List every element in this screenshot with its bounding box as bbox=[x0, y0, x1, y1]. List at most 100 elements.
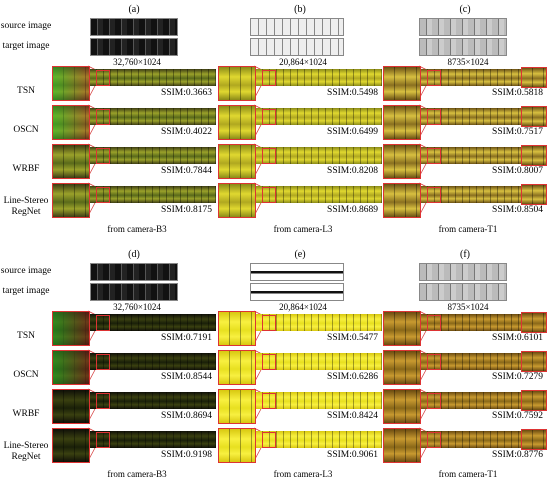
zoom-crop bbox=[218, 66, 256, 101]
zoom-crop bbox=[383, 144, 421, 179]
ssim-score: SSIM:0.7592 bbox=[492, 411, 543, 421]
zoom-crop bbox=[218, 105, 256, 140]
camera-caption: from camera-T1 bbox=[438, 469, 498, 479]
registered-strip bbox=[90, 69, 216, 86]
source-image-thumbnail bbox=[90, 263, 178, 281]
row-label-method: TSN bbox=[17, 331, 35, 341]
zoom-crop bbox=[52, 311, 90, 346]
registered-strip bbox=[256, 431, 382, 448]
source-image-thumbnail bbox=[250, 263, 344, 281]
image-dimensions: 32,760×1024 bbox=[113, 57, 161, 67]
panel-letter: (c) bbox=[459, 4, 471, 15]
zoom-crop bbox=[383, 183, 421, 218]
registered-strip bbox=[90, 108, 216, 125]
registered-strip bbox=[256, 69, 382, 86]
ssim-score: SSIM:0.3663 bbox=[161, 88, 212, 98]
region-marker bbox=[96, 70, 110, 86]
region-marker bbox=[262, 148, 276, 164]
row-label-method: OSCN bbox=[13, 370, 39, 380]
region-marker bbox=[427, 393, 441, 409]
source-image-thumbnail bbox=[419, 263, 507, 281]
camera-caption: from camera-B3 bbox=[107, 224, 167, 234]
zoom-crop bbox=[218, 428, 256, 463]
ssim-score: SSIM:0.6499 bbox=[327, 127, 378, 137]
zoom-crop bbox=[383, 350, 421, 385]
region-marker bbox=[262, 393, 276, 409]
registered-strip bbox=[256, 108, 382, 125]
panel-letter: (a) bbox=[128, 4, 140, 15]
region-marker bbox=[427, 432, 441, 448]
zoom-crop bbox=[383, 105, 421, 140]
zoom-crop bbox=[52, 144, 90, 179]
row-label-method: Line-Stereo bbox=[3, 441, 49, 451]
region-marker bbox=[96, 432, 110, 448]
ssim-score: SSIM:0.7844 bbox=[161, 166, 212, 176]
zoom-crop bbox=[521, 390, 547, 411]
region-marker bbox=[262, 354, 276, 370]
registered-strip bbox=[421, 147, 547, 164]
target-image-thumbnail bbox=[90, 38, 178, 56]
source-image-thumbnail bbox=[250, 18, 344, 36]
zoom-crop bbox=[52, 105, 90, 140]
zoom-crop bbox=[52, 350, 90, 385]
registered-strip bbox=[421, 431, 547, 448]
region-marker bbox=[262, 432, 276, 448]
zoom-crop bbox=[52, 183, 90, 218]
ssim-score: SSIM:0.9198 bbox=[161, 450, 212, 460]
zoom-crop bbox=[218, 311, 256, 346]
ssim-score: SSIM:0.9061 bbox=[327, 450, 378, 460]
target-image-thumbnail bbox=[419, 38, 507, 56]
row-label-method: WRBF bbox=[12, 164, 40, 174]
ssim-score: SSIM:0.7279 bbox=[492, 372, 543, 382]
registered-strip bbox=[90, 186, 216, 203]
zoom-crop bbox=[218, 350, 256, 385]
ssim-score: SSIM:0.5498 bbox=[327, 88, 378, 98]
ssim-score: SSIM:0.8208 bbox=[327, 166, 378, 176]
image-dimensions: 32,760×1024 bbox=[113, 302, 161, 312]
zoom-crop bbox=[383, 311, 421, 346]
region-marker bbox=[262, 187, 276, 203]
panel-letter: (f) bbox=[460, 249, 470, 260]
registered-strip bbox=[421, 314, 547, 331]
zoom-crop bbox=[521, 145, 547, 166]
target-image-thumbnail bbox=[90, 283, 178, 301]
region-marker bbox=[96, 148, 110, 164]
zoom-crop bbox=[218, 144, 256, 179]
ssim-score: SSIM:0.7191 bbox=[161, 333, 212, 343]
panel-letter: (e) bbox=[294, 249, 306, 260]
panel-letter: (b) bbox=[294, 4, 306, 15]
region-marker bbox=[427, 315, 441, 331]
registered-strip bbox=[90, 147, 216, 164]
registered-strip bbox=[421, 353, 547, 370]
region-marker bbox=[96, 187, 110, 203]
row-label-method: OSCN bbox=[13, 125, 39, 135]
region-marker bbox=[427, 187, 441, 203]
registered-strip bbox=[256, 392, 382, 409]
row-label-target: target image bbox=[2, 286, 50, 296]
ssim-score: SSIM:0.8424 bbox=[327, 411, 378, 421]
ssim-score: SSIM:0.5477 bbox=[327, 333, 378, 343]
camera-caption: from camera-L3 bbox=[273, 469, 333, 479]
zoom-crop bbox=[383, 66, 421, 101]
registered-strip bbox=[256, 186, 382, 203]
registered-strip bbox=[256, 147, 382, 164]
panel-letter: (d) bbox=[128, 249, 140, 260]
row-label-method: RegNet bbox=[11, 207, 41, 217]
image-dimensions: 8735×1024 bbox=[447, 57, 489, 67]
ssim-score: SSIM:0.6286 bbox=[327, 372, 378, 382]
source-image-thumbnail bbox=[419, 18, 507, 36]
ssim-score: SSIM:0.6101 bbox=[492, 333, 543, 343]
zoom-crop bbox=[383, 389, 421, 424]
ssim-score: SSIM:0.8007 bbox=[492, 166, 543, 176]
ssim-score: SSIM:0.7517 bbox=[492, 127, 543, 137]
region-marker bbox=[96, 315, 110, 331]
image-dimensions: 20,864×1024 bbox=[279, 57, 327, 67]
zoom-crop bbox=[52, 428, 90, 463]
zoom-crop bbox=[218, 389, 256, 424]
camera-caption: from camera-T1 bbox=[438, 224, 498, 234]
zoom-crop bbox=[521, 67, 547, 88]
row-label-method: RegNet bbox=[11, 452, 41, 462]
row-label-source: source image bbox=[0, 21, 52, 31]
zoom-crop bbox=[521, 351, 547, 372]
region-marker bbox=[96, 393, 110, 409]
